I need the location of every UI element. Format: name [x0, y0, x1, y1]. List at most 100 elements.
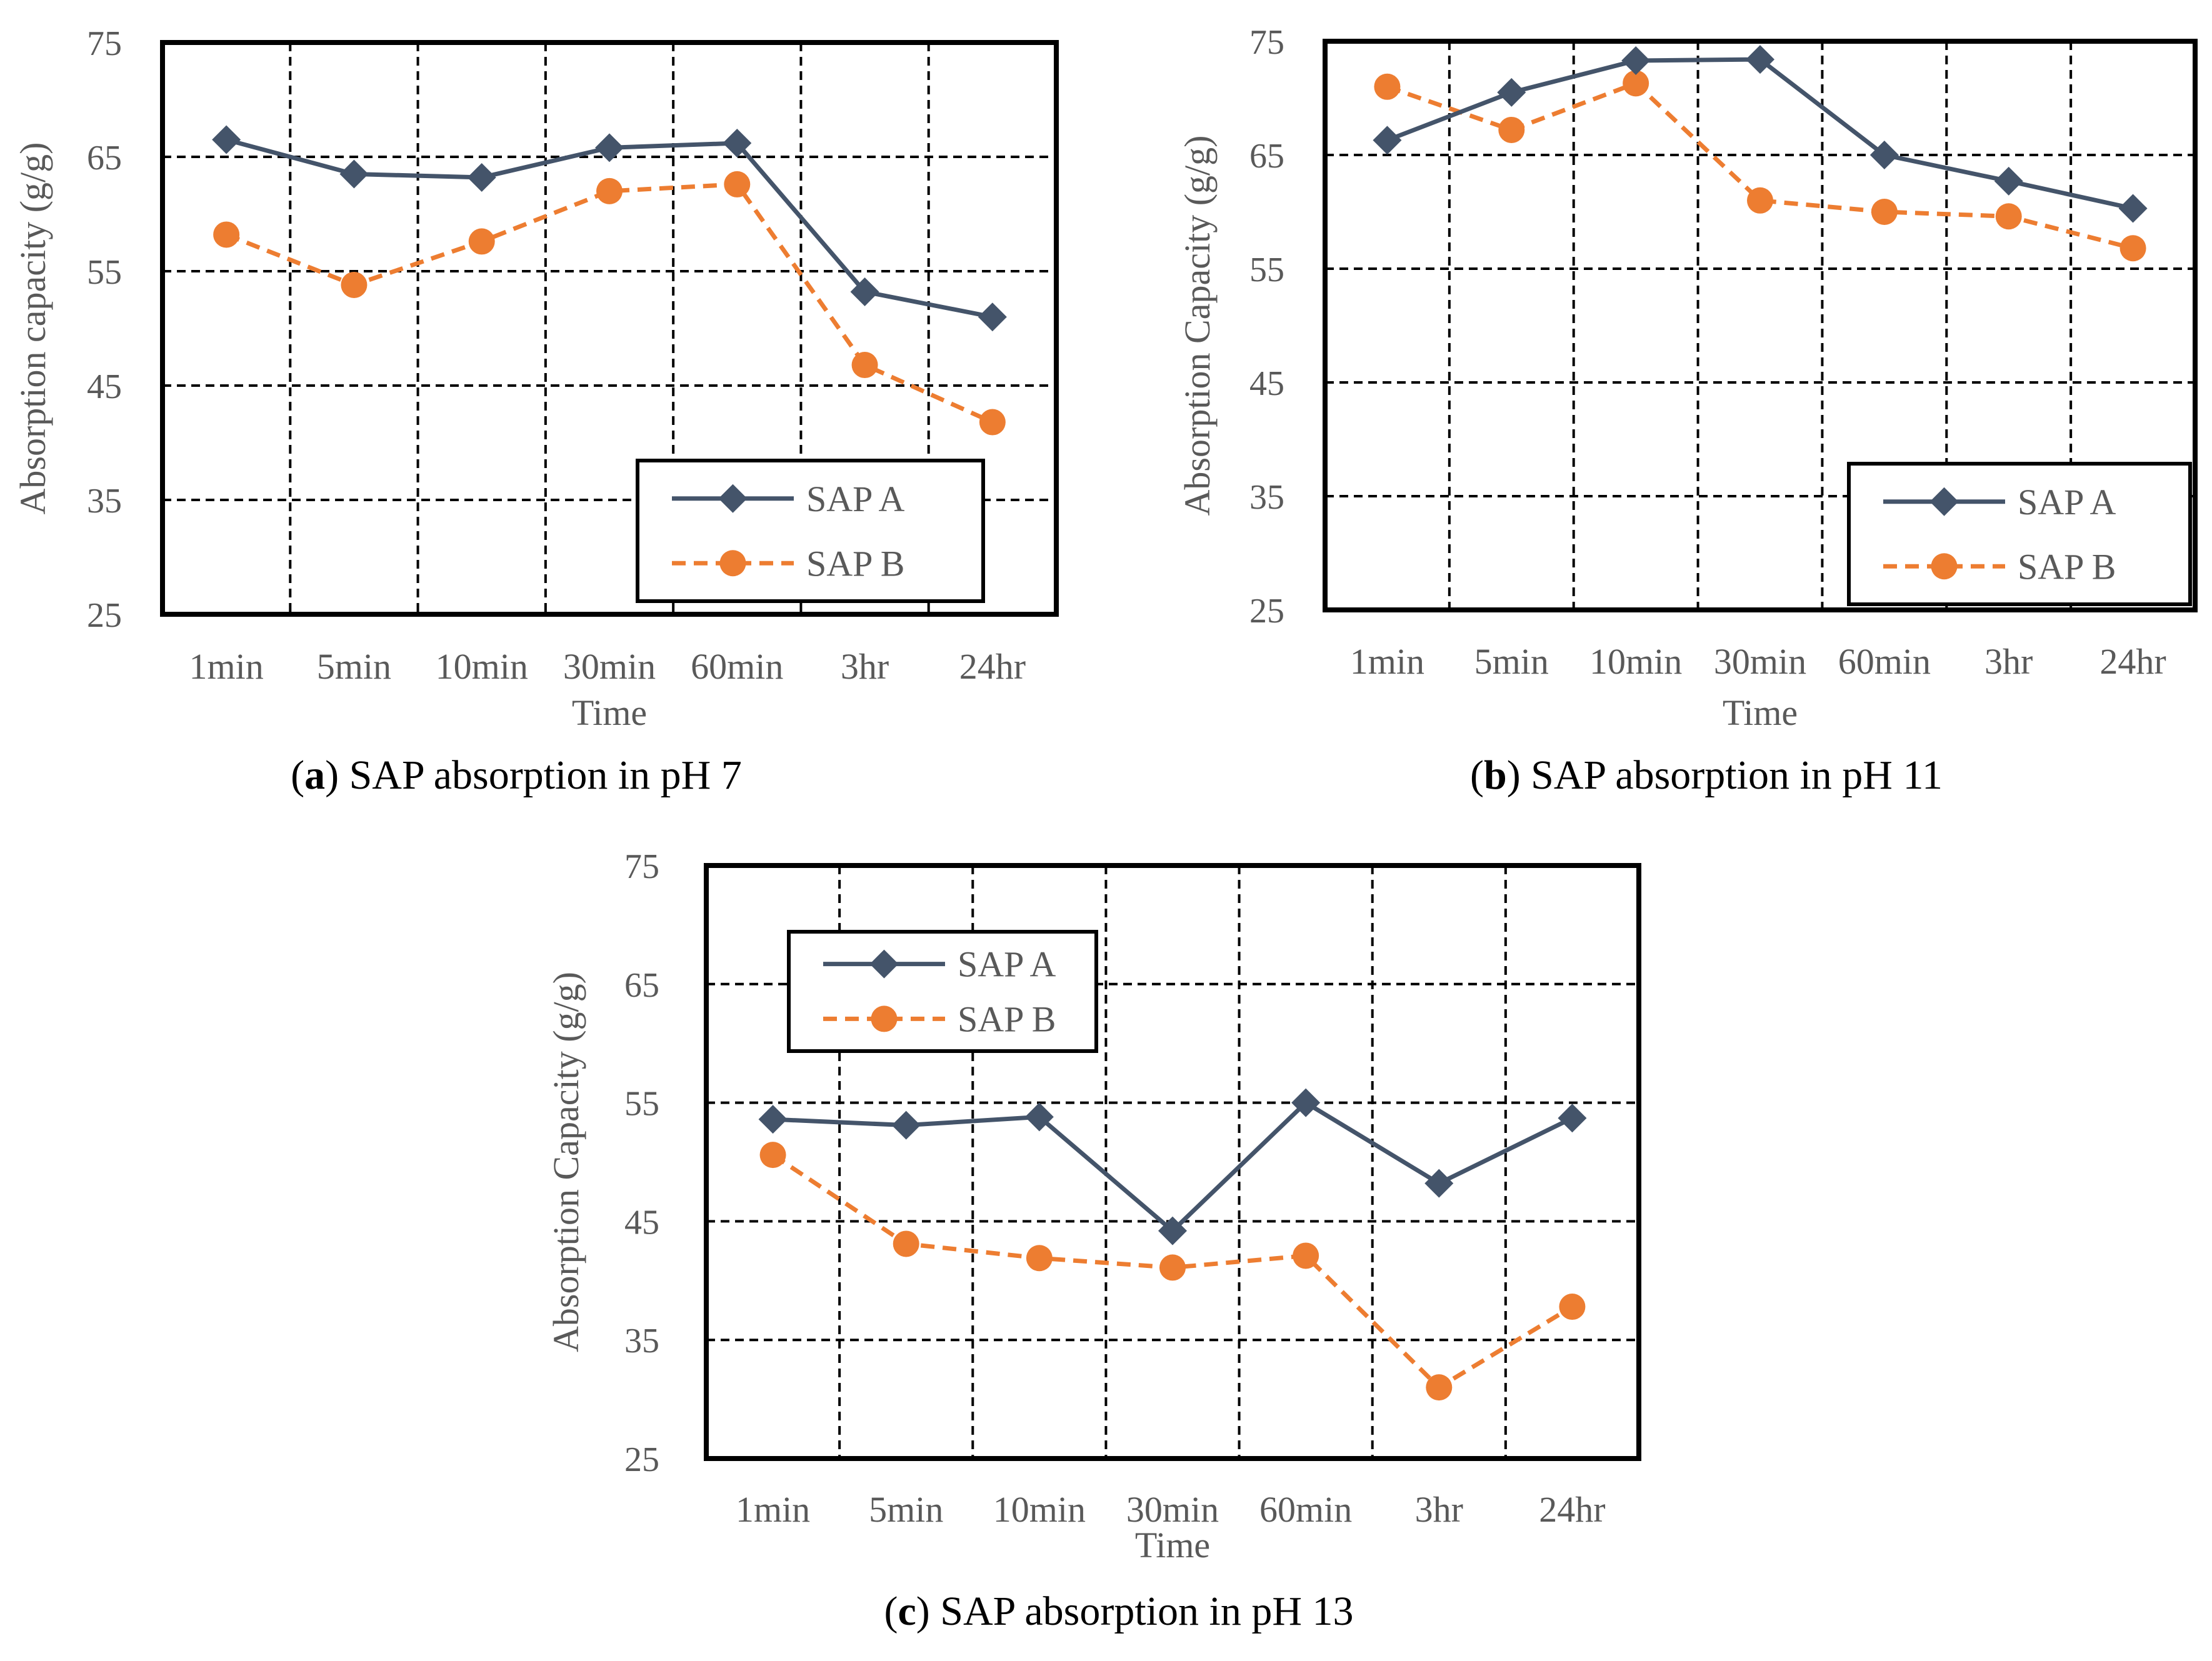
x-tick-label: 10min — [436, 646, 528, 687]
legend-label: SAP B — [806, 543, 904, 584]
chart-panel-c: 25 35 45 55 65 75 1min 5min 10min 30min 60min 3hr 24… — [546, 847, 1641, 1634]
plot-frame — [1323, 39, 2198, 612]
caption-open-paren: ( — [884, 1589, 898, 1634]
data-point-circle — [979, 409, 1006, 436]
x-tick-label: 3hr — [1415, 1489, 1463, 1530]
legend-marker-diamond — [869, 949, 899, 979]
legend-label: SAP A — [806, 479, 905, 519]
legend: SAP A SAP B — [787, 930, 1098, 1053]
data-point-diamond — [212, 125, 241, 154]
data-point-diamond — [891, 1110, 921, 1140]
legend-label: SAP B — [958, 999, 1056, 1039]
data-point-circle — [851, 352, 878, 379]
y-axis-title: Absorption Capacity (g/g) — [546, 972, 586, 1352]
x-tick-label: 60min — [691, 646, 783, 687]
legend-box — [787, 930, 1098, 1053]
data-point-circle — [596, 177, 623, 204]
x-tick-label: 1min — [189, 646, 264, 687]
y-tick-label: 45 — [87, 367, 122, 406]
legend-box — [1847, 462, 2192, 606]
data-point-diamond — [723, 129, 752, 158]
legend-label: SAP A — [958, 944, 1056, 985]
caption-letter: a — [304, 752, 325, 798]
y-tick-label: 65 — [624, 966, 659, 1005]
figure-caption: (c) SAP absorption in pH 13 — [884, 1589, 1353, 1634]
x-tick-label: 24hr — [1539, 1489, 1605, 1530]
data-point-diamond — [339, 159, 369, 189]
data-point-circle — [1374, 73, 1401, 100]
x-tick-label: 60min — [1838, 641, 1931, 682]
data-point-diamond — [2118, 194, 2148, 223]
x-tick-label: 10min — [1589, 641, 1682, 682]
data-point-circle — [759, 1142, 786, 1169]
y-tick-label: 35 — [1249, 478, 1284, 517]
data-point-diamond — [1869, 141, 1899, 169]
y-axis-title: Absorption capacity (g/g) — [13, 142, 53, 515]
legend-marker-diamond — [1929, 487, 1959, 516]
data-point-diamond — [1994, 166, 2023, 196]
data-point-circle — [2119, 235, 2146, 262]
y-tick-label: 45 — [1249, 364, 1284, 403]
x-tick-label: 10min — [993, 1489, 1086, 1530]
y-tick-label: 65 — [87, 139, 122, 177]
legend-box — [636, 459, 985, 603]
data-point-circle — [1623, 70, 1649, 97]
y-tick-label: 75 — [87, 24, 122, 63]
figure-caption: (a) SAP absorption in pH 7 — [291, 752, 742, 798]
series-line-sap-a — [773, 1100, 1573, 1234]
x-axis-title: Time — [572, 692, 647, 733]
data-point-diamond — [1497, 77, 1526, 107]
legend-marker-diamond — [718, 484, 748, 513]
x-tick-label: 5min — [869, 1489, 943, 1530]
x-tick-label: 30min — [1126, 1489, 1219, 1530]
chart-panel-a: 25 35 45 55 65 75 1min 5min 10min 30min 60min 3hr 24… — [13, 24, 1059, 798]
y-tick-label: 45 — [624, 1203, 659, 1242]
data-point-circle — [1747, 187, 1773, 214]
data-point-circle — [1426, 1374, 1453, 1401]
legend-marker-circle — [1931, 553, 1958, 580]
data-point-diamond — [1746, 45, 1774, 74]
x-tick-label: 1min — [1350, 641, 1424, 682]
legend-marker-circle — [871, 1005, 898, 1032]
x-tick-label: 24hr — [959, 646, 1026, 687]
data-point-diamond — [1024, 1102, 1054, 1132]
data-point-circle — [724, 171, 751, 197]
legend: SAP A SAP B — [636, 459, 985, 603]
x-tick-label: 1min — [736, 1489, 810, 1530]
caption-letter: c — [898, 1589, 916, 1634]
data-point-diamond — [1158, 1216, 1187, 1245]
caption-text: ) SAP absorption in pH 7 — [325, 752, 742, 798]
y-tick-label: 35 — [624, 1322, 659, 1360]
y-tick-label: 25 — [1249, 592, 1284, 631]
data-point-diamond — [758, 1105, 788, 1134]
x-tick-label: 3hr — [841, 646, 889, 687]
data-point-circle — [341, 271, 368, 298]
y-tick-label: 25 — [87, 596, 122, 635]
legend: SAP A SAP B — [1847, 462, 2192, 606]
data-point-circle — [1026, 1245, 1053, 1272]
data-point-circle — [893, 1230, 919, 1257]
x-tick-label: 5min — [1474, 641, 1549, 682]
x-tick-label: 3hr — [1984, 641, 2033, 682]
data-point-circle — [1293, 1242, 1319, 1269]
y-tick-label: 55 — [87, 253, 122, 292]
y-tick-label: 25 — [624, 1440, 659, 1479]
legend-label: SAP B — [2018, 546, 2116, 587]
data-point-circle — [213, 221, 240, 248]
data-point-diamond — [978, 302, 1007, 332]
y-tick-label: 55 — [624, 1085, 659, 1124]
legend-label: SAP A — [2018, 482, 2116, 522]
data-point-diamond — [850, 277, 879, 306]
x-axis-title: Time — [1135, 1525, 1210, 1565]
x-tick-label: 60min — [1259, 1489, 1352, 1530]
y-tick-label: 75 — [624, 847, 659, 886]
data-point-diamond — [1291, 1088, 1321, 1117]
data-point-circle — [1995, 203, 2022, 230]
series-line-sap-b — [1386, 81, 2134, 251]
x-tick-label: 30min — [563, 646, 656, 687]
y-tick-label: 55 — [1249, 251, 1284, 289]
data-point-circle — [1871, 199, 1898, 225]
x-tick-label: 24hr — [2099, 641, 2166, 682]
data-point-diamond — [595, 133, 624, 162]
